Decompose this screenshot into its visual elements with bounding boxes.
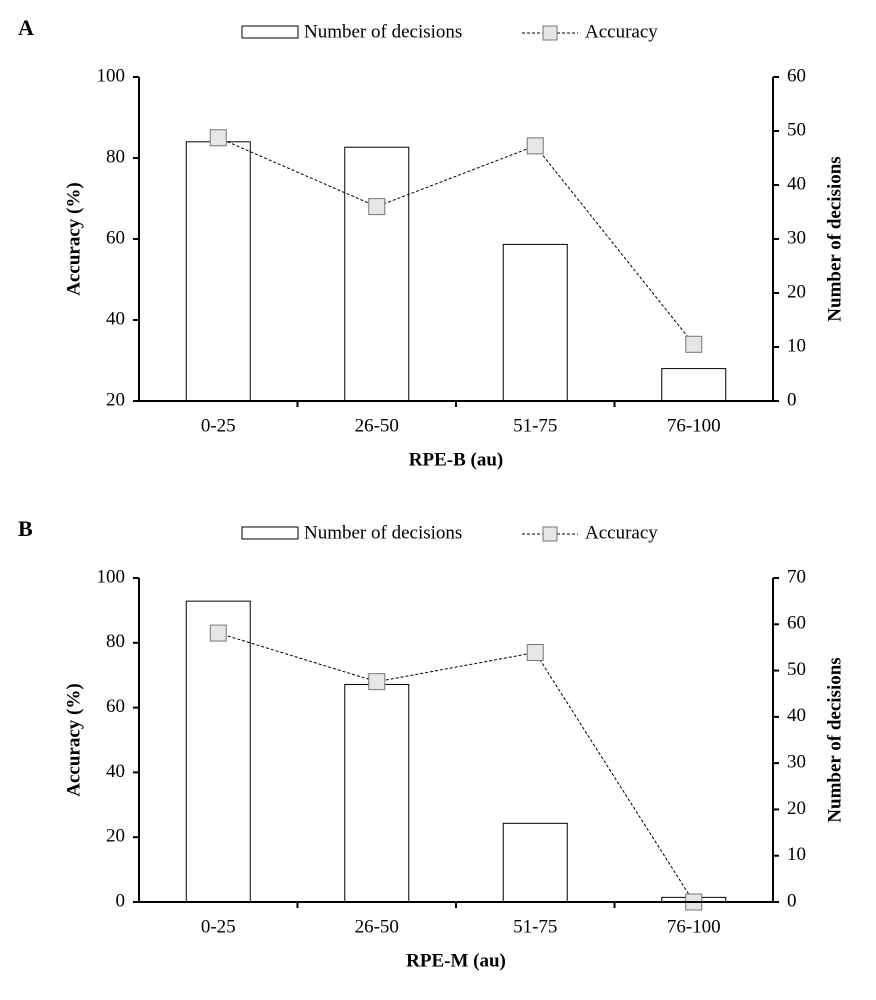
marker bbox=[368, 198, 386, 216]
marker bbox=[685, 335, 703, 353]
marker bbox=[209, 129, 227, 147]
panel-label: B bbox=[18, 516, 33, 541]
y2-tick-label: 0 bbox=[787, 890, 797, 911]
legend-label: Number of decisions bbox=[304, 522, 462, 543]
y2-tick-label: 50 bbox=[787, 119, 806, 140]
y-tick-label: 20 bbox=[106, 826, 125, 847]
bar bbox=[344, 683, 410, 903]
panel-label: A bbox=[18, 15, 34, 40]
bar bbox=[502, 822, 568, 903]
bar bbox=[344, 146, 410, 402]
x-tick-label: 76-100 bbox=[667, 916, 721, 937]
y2-tick-label: 30 bbox=[787, 227, 806, 248]
y2-axis-title: Number of decisions bbox=[824, 657, 845, 822]
marker bbox=[526, 137, 544, 155]
y-tick-label: 60 bbox=[106, 227, 125, 248]
y-tick-label: 60 bbox=[106, 696, 125, 717]
y2-tick-label: 40 bbox=[787, 173, 806, 194]
legend-swatch bbox=[241, 526, 299, 540]
x-tick-label: 51-75 bbox=[513, 415, 557, 436]
bar bbox=[185, 141, 251, 402]
y2-tick-label: 40 bbox=[787, 705, 806, 726]
y2-tick-label: 60 bbox=[787, 65, 806, 86]
legend-label: Number of decisions bbox=[304, 21, 462, 42]
y2-tick-label: 50 bbox=[787, 659, 806, 680]
x-axis-title: RPE-B (au) bbox=[409, 449, 503, 470]
y-tick-label: 20 bbox=[106, 389, 125, 410]
bar bbox=[661, 368, 727, 402]
y-tick-label: 0 bbox=[116, 890, 126, 911]
y2-tick-label: 10 bbox=[787, 844, 806, 865]
legend-swatch bbox=[542, 526, 558, 542]
y-tick-label: 80 bbox=[106, 146, 125, 167]
marker bbox=[368, 673, 386, 691]
y-axis-title: Accuracy (%) bbox=[63, 683, 84, 796]
y-tick-label: 100 bbox=[97, 566, 126, 587]
legend-label: Accuracy bbox=[585, 21, 658, 42]
y2-tick-label: 60 bbox=[787, 613, 806, 634]
x-tick-label: 0-25 bbox=[201, 916, 236, 937]
accuracy-line bbox=[218, 632, 695, 903]
x-tick-label: 26-50 bbox=[355, 415, 399, 436]
y2-tick-label: 10 bbox=[787, 335, 806, 356]
y2-tick-label: 30 bbox=[787, 752, 806, 773]
x-tick-label: 51-75 bbox=[513, 916, 557, 937]
bar bbox=[502, 243, 568, 402]
y-axis-title: Accuracy (%) bbox=[63, 182, 84, 295]
y2-tick-label: 20 bbox=[787, 281, 806, 302]
legend-swatch bbox=[241, 25, 299, 39]
x-axis-title: RPE-M (au) bbox=[406, 950, 506, 971]
y-tick-label: 40 bbox=[106, 761, 125, 782]
y2-axis-title: Number of decisions bbox=[824, 156, 845, 321]
legend-label: Accuracy bbox=[585, 522, 658, 543]
accuracy-line bbox=[218, 137, 695, 345]
y2-tick-label: 70 bbox=[787, 566, 806, 587]
bar bbox=[185, 600, 251, 903]
x-tick-label: 0-25 bbox=[201, 415, 236, 436]
x-tick-label: 26-50 bbox=[355, 916, 399, 937]
legend-swatch bbox=[542, 25, 558, 41]
y2-tick-label: 0 bbox=[787, 389, 797, 410]
y-tick-label: 100 bbox=[97, 65, 126, 86]
marker bbox=[209, 624, 227, 642]
y-tick-label: 80 bbox=[106, 631, 125, 652]
marker bbox=[526, 644, 544, 662]
y2-tick-label: 20 bbox=[787, 798, 806, 819]
y-tick-label: 40 bbox=[106, 308, 125, 329]
x-tick-label: 76-100 bbox=[667, 415, 721, 436]
